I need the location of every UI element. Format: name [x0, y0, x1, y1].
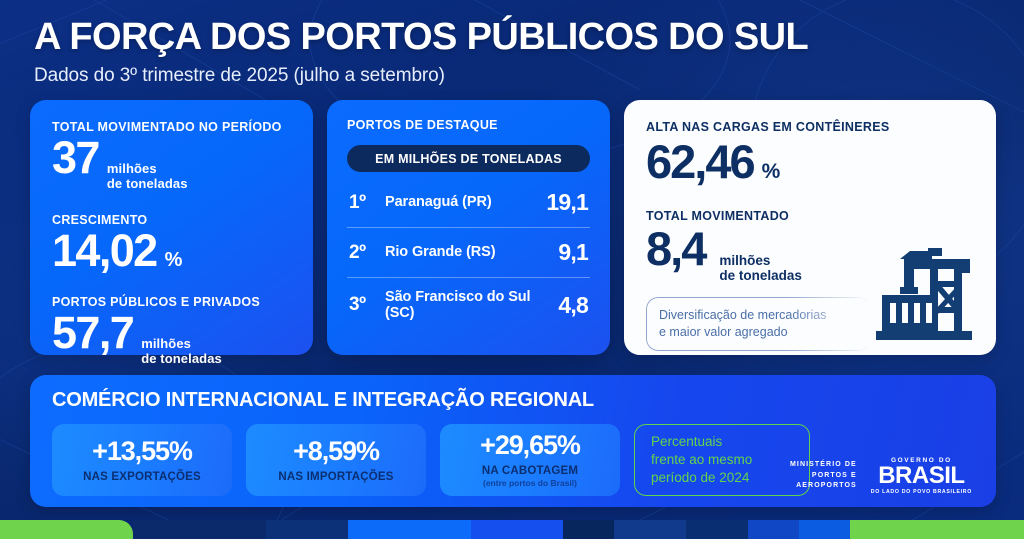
- card-total-overview: TOTAL MOVIMENTADO NO PERÍODO 37 milhões …: [30, 100, 313, 365]
- stat-portos-publicos-privados: PORTOS PÚBLICOS E PRIVADOS 57,7 milhões …: [52, 295, 291, 366]
- port-value: 4,8: [558, 291, 588, 318]
- ministry-line-2: PORTOS E: [811, 471, 857, 479]
- strip-segment-blue-mid2: [471, 520, 564, 539]
- strip-segment-navy-dot: [614, 520, 687, 539]
- port-crane-icon: [876, 248, 972, 340]
- bottom-decorative-strip: [0, 520, 1024, 539]
- metric-label: NAS IMPORTAÇÕES: [278, 470, 394, 483]
- ministry-line-1: MINISTÉRIO DE: [789, 461, 857, 469]
- unit-line1: milhões: [719, 253, 771, 268]
- note-line-3: período de 2024: [651, 469, 750, 485]
- metric-sublabel: (entre portos do Brasil): [483, 478, 577, 488]
- strip-segment-green-left: [0, 520, 134, 539]
- port-rank-row: 1º Paranaguá (PR) 19,1: [347, 178, 590, 227]
- unit-line2: de toneladas: [719, 268, 802, 284]
- total-movimentado-unit: milhões de toneladas: [719, 253, 802, 283]
- card-kicker-total-movimentado: TOTAL MOVIMENTADO: [646, 209, 790, 223]
- header: A FORÇA DOS PORTOS PÚBLICOS DO SUL Dados…: [34, 16, 984, 87]
- stat-value: 14,02: [52, 225, 158, 277]
- metric-value: +29,65%: [480, 430, 581, 460]
- note-diversificacao: Diversificação de mercadorias e maior va…: [646, 297, 871, 351]
- port-name: Paranaguá (PR): [385, 194, 492, 211]
- metric-cabotagem: +29,65% NA CABOTAGEM (entre portos do Br…: [440, 424, 620, 496]
- stat-kicker: PORTOS PÚBLICOS E PRIVADOS: [52, 295, 261, 310]
- port-rank: 3º: [349, 294, 366, 316]
- stat-value: 37: [52, 132, 100, 183]
- port-value: 19,1: [546, 189, 588, 215]
- stat-unit: milhões de toneladas: [106, 161, 188, 191]
- band-title: COMÉRCIO INTERNACIONAL E INTEGRAÇÃO REGI…: [52, 389, 594, 411]
- page-title: A FORÇA DOS PORTOS PÚBLICOS DO SUL: [34, 16, 809, 58]
- stat-kicker: CRESCIMENTO: [52, 213, 148, 228]
- port-name: Rio Grande (RS): [385, 244, 496, 261]
- stat-unit-line2: de toneladas: [141, 350, 222, 366]
- page-subtitle: Dados do 3º trimestre de 2025 (julho a s…: [34, 64, 445, 86]
- stat-unit-line1: milhões: [141, 336, 192, 352]
- strip-segment-navy-b: [266, 520, 349, 539]
- band-metrics-row: +13,55% NAS EXPORTAÇÕES +8,59% NAS IMPOR…: [52, 424, 974, 496]
- strip-segment-navy-a: [133, 520, 267, 539]
- stat-unit: milhões de toneladas: [141, 337, 222, 366]
- strip-segment-blue-mid: [348, 520, 472, 539]
- stat-crescimento: CRESCIMENTO 14,02 %: [52, 213, 291, 273]
- card-conteineres: ALTA NAS CARGAS EM CONTÊINERES 62,46 % T…: [624, 100, 996, 355]
- stat-unit-line2: de toneladas: [106, 175, 188, 191]
- metric-value: +13,55%: [92, 435, 193, 466]
- gov-slogan: DO LADO DO POVO BRASILEIRO: [870, 489, 972, 495]
- note-line-2: frente ao mesmo: [651, 452, 753, 468]
- port-value: 9,1: [558, 239, 588, 265]
- total-movimentado-value: 8,4: [646, 222, 707, 275]
- gov-brasil-wordmark: BRASIL: [878, 462, 965, 489]
- port-rank: 2º: [349, 241, 366, 263]
- port-name: São Francisco do Sul (SC): [385, 289, 531, 322]
- government-logos: MINISTÉRIO DE PORTOS E AEROPORTOS GOVERN…: [790, 457, 972, 495]
- note-percentuais-referencia: Percentuais frente ao mesmo período de 202…: [634, 424, 810, 496]
- ministry-logo: MINISTÉRIO DE PORTOS E AEROPORTOS: [790, 460, 857, 492]
- strip-segment-green-right: [849, 520, 1024, 539]
- stat-unit-line1: milhões: [106, 161, 157, 176]
- percent-sign: %: [761, 160, 781, 183]
- stat-kicker: TOTAL MOVIMENTADO NO PERÍODO: [52, 120, 282, 134]
- card-portos-destaque: PORTOS DE DESTAQUE EM MILHÕES DE TONELAD…: [327, 100, 610, 355]
- metric-exportacoes: +13,55% NAS EXPORTAÇÕES: [52, 424, 232, 496]
- metric-value: +8,59%: [293, 435, 380, 466]
- stat-total-movimentado: TOTAL MOVIMENTADO NO PERÍODO 37 milhões …: [52, 120, 291, 191]
- note-line-2: e maior valor agregado: [659, 325, 788, 340]
- strip-segment-blue-e: [747, 520, 799, 539]
- conteineres-value: 62,46: [646, 135, 756, 188]
- units-pill-badge: EM MILHÕES DE TONELADAS: [347, 145, 590, 172]
- percent-sign: %: [164, 249, 183, 272]
- ministry-line-3: AEROPORTOS: [796, 482, 857, 490]
- port-rank-row: 2º Rio Grande (RS) 9,1: [347, 227, 590, 277]
- note-line-1: Percentuais: [651, 434, 723, 450]
- band-comercio-internacional: COMÉRCIO INTERNACIONAL E INTEGRAÇÃO REGI…: [30, 375, 996, 507]
- metric-label: NA CABOTAGEM: [481, 465, 579, 477]
- governo-brasil-logo: GOVERNO DO BRASIL DO LADO DO POVO BRASIL…: [871, 457, 972, 495]
- port-rank-row: 3º São Francisco do Sul (SC) 4,8: [347, 277, 590, 332]
- metric-label: NAS EXPORTAÇÕES: [83, 470, 201, 483]
- gov-top-text: GOVERNO DO: [890, 457, 952, 464]
- strip-segment-navy-c: [563, 520, 615, 539]
- note-text: Percentuais frente ao mesmo período de 202…: [651, 433, 752, 486]
- card-kicker-conteineres: ALTA NAS CARGAS EM CONTÊINERES: [646, 120, 890, 134]
- strip-segment-navy-d: [686, 520, 748, 539]
- strip-segment-blue-f: [798, 520, 850, 539]
- card-title: PORTOS DE DESTAQUE: [347, 118, 498, 132]
- stat-value: 57,7: [52, 307, 135, 359]
- note-line-1: Diversificação de mercadorias: [659, 308, 827, 323]
- port-rank: 1º: [349, 191, 366, 213]
- metric-importacoes: +8,59% NAS IMPORTAÇÕES: [246, 424, 426, 496]
